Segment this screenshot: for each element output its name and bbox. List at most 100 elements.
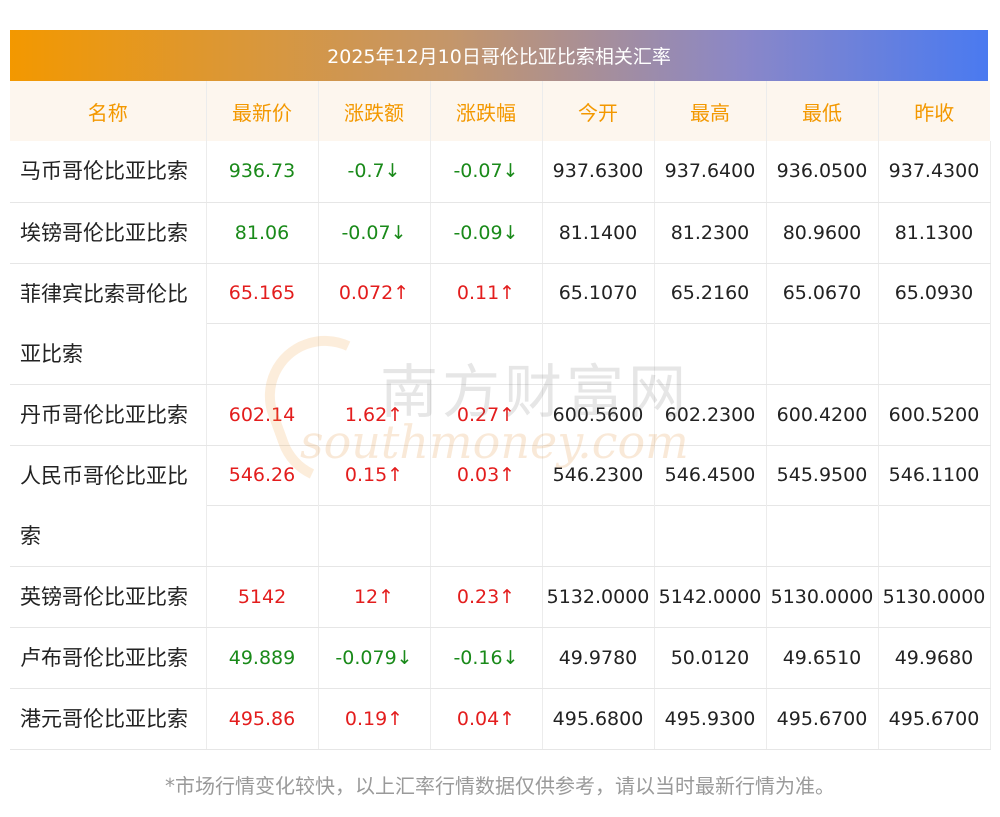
currency-pair-name: 英镑哥伦比亚比索 bbox=[10, 566, 207, 628]
latest-price-cell: 495.86 bbox=[206, 688, 319, 750]
high-price-cell: 546.4500 bbox=[654, 445, 767, 567]
high-price-cell: 50.0120 bbox=[654, 627, 767, 689]
change-amount-cell: 1.62↑ bbox=[318, 384, 431, 446]
change-amount: 12↑ bbox=[353, 585, 395, 608]
low-price-cell: 600.4200 bbox=[766, 384, 879, 446]
low-price: 5130.0000 bbox=[770, 585, 874, 608]
change-pct-cell: 0.23↑ bbox=[430, 566, 543, 628]
high-price-cell: 81.2300 bbox=[654, 202, 767, 264]
open-price-cell: 600.5600 bbox=[542, 384, 655, 446]
high-price: 937.6400 bbox=[664, 160, 756, 183]
open-price: 546.2300 bbox=[542, 446, 654, 506]
latest-price: 5142 bbox=[237, 585, 287, 608]
currency-pair-name: 丹币哥伦比亚比索 bbox=[10, 384, 207, 446]
header-low: 最低 bbox=[766, 81, 879, 141]
footnote: *市场行情变化较快，以上汇率行情数据仅供参考，请以当时最新行情为准。 bbox=[165, 774, 835, 798]
high-price-cell: 602.2300 bbox=[654, 384, 767, 446]
change-amount-cell: -0.7↓ bbox=[318, 141, 431, 203]
latest-price-cell: 65.165 bbox=[206, 263, 319, 385]
change-amount: 0.15↑ bbox=[318, 446, 430, 506]
open-price: 65.1070 bbox=[542, 264, 654, 324]
change-pct: -0.09↓ bbox=[453, 221, 519, 244]
low-price: 936.0500 bbox=[776, 160, 868, 183]
open-price-cell: 546.2300 bbox=[542, 445, 655, 567]
open-price-cell: 495.6800 bbox=[542, 688, 655, 750]
prev-close-cell: 49.9680 bbox=[878, 627, 991, 689]
open-price: 937.6300 bbox=[552, 160, 644, 183]
low-price-cell: 65.0670 bbox=[766, 263, 879, 385]
table-row: 菲律宾比索哥伦比亚比索 65.165 0.072↑ 0.11↑ 65.1070 65.21… bbox=[10, 263, 991, 385]
table-title: 2025年12月10日哥伦比亚比索相关汇率 bbox=[10, 30, 988, 81]
header-open: 今开 bbox=[542, 81, 655, 141]
latest-price: 65.165 bbox=[206, 264, 318, 324]
open-price: 49.9780 bbox=[558, 646, 638, 669]
latest-price: 49.889 bbox=[228, 646, 296, 669]
low-price: 80.9600 bbox=[782, 221, 862, 244]
latest-price: 81.06 bbox=[234, 221, 290, 244]
latest-price-cell: 81.06 bbox=[206, 202, 319, 264]
latest-price-cell: 936.73 bbox=[206, 141, 319, 203]
prev-close-cell: 81.1300 bbox=[878, 202, 991, 264]
currency-pair-name: 菲律宾比索哥伦比亚比索 bbox=[10, 263, 207, 385]
prev-close: 495.6700 bbox=[888, 707, 980, 730]
high-price: 5142.0000 bbox=[658, 585, 762, 608]
change-amount-cell: 12↑ bbox=[318, 566, 431, 628]
low-price-cell: 545.9500 bbox=[766, 445, 879, 567]
header-name: 名称 bbox=[10, 81, 207, 141]
high-price: 65.2160 bbox=[654, 264, 766, 324]
low-price-cell: 495.6700 bbox=[766, 688, 879, 750]
open-price-cell: 937.6300 bbox=[542, 141, 655, 203]
open-price-cell: 5132.0000 bbox=[542, 566, 655, 628]
change-pct: 0.23↑ bbox=[456, 585, 516, 608]
prev-close: 5130.0000 bbox=[882, 585, 986, 608]
latest-price: 936.73 bbox=[228, 160, 296, 183]
rate-table-container: 2025年12月10日哥伦比亚比索相关汇率 名称 最新价 涨跌额 涨跌幅 今开 … bbox=[10, 30, 991, 750]
rate-table: 名称 最新价 涨跌额 涨跌幅 今开 最高 最低 昨收 马币哥伦比亚比索 936.7… bbox=[10, 81, 991, 750]
low-price: 600.4200 bbox=[776, 403, 868, 426]
prev-close-cell: 5130.0000 bbox=[878, 566, 991, 628]
change-pct-cell: -0.16↓ bbox=[430, 627, 543, 689]
prev-close: 49.9680 bbox=[894, 646, 974, 669]
prev-close-cell: 65.0930 bbox=[878, 263, 991, 385]
change-pct-cell: 0.11↑ bbox=[430, 263, 543, 385]
change-amount-cell: 0.072↑ bbox=[318, 263, 431, 385]
latest-price-cell: 602.14 bbox=[206, 384, 319, 446]
open-price: 600.5600 bbox=[552, 403, 644, 426]
change-amount-cell: -0.07↓ bbox=[318, 202, 431, 264]
change-pct-cell: -0.09↓ bbox=[430, 202, 543, 264]
open-price: 81.1400 bbox=[558, 221, 638, 244]
header-prev: 昨收 bbox=[878, 81, 990, 141]
high-price-cell: 937.6400 bbox=[654, 141, 767, 203]
table-row: 丹币哥伦比亚比索 602.14 1.62↑ 0.27↑ 600.5600 602.2300… bbox=[10, 384, 991, 446]
low-price-cell: 936.0500 bbox=[766, 141, 879, 203]
change-amount-cell: 0.15↑ bbox=[318, 445, 431, 567]
header-change: 涨跌额 bbox=[318, 81, 431, 141]
prev-close: 546.1100 bbox=[878, 446, 990, 506]
latest-price: 602.14 bbox=[228, 403, 296, 426]
change-amount: -0.07↓ bbox=[341, 221, 407, 244]
currency-pair-name: 马币哥伦比亚比索 bbox=[10, 141, 207, 203]
latest-price: 495.86 bbox=[228, 707, 296, 730]
change-amount: -0.7↓ bbox=[347, 160, 401, 183]
header-latest: 最新价 bbox=[206, 81, 319, 141]
table-row: 卢布哥伦比亚比索 49.889 -0.079↓ -0.16↓ 49.9780 50.012… bbox=[10, 627, 991, 689]
high-price: 602.2300 bbox=[664, 403, 756, 426]
table-row: 人民币哥伦比亚比索 546.26 0.15↑ 0.03↑ 546.2300 546.450… bbox=[10, 445, 991, 567]
change-pct: -0.07↓ bbox=[453, 160, 519, 183]
header-row: 名称 最新价 涨跌额 涨跌幅 今开 最高 最低 昨收 bbox=[10, 81, 990, 141]
table-row: 埃镑哥伦比亚比索 81.06 -0.07↓ -0.09↓ 81.1400 81.2300 8… bbox=[10, 202, 991, 264]
low-price: 545.9500 bbox=[766, 446, 878, 506]
high-price-cell: 65.2160 bbox=[654, 263, 767, 385]
change-amount: 0.19↑ bbox=[344, 707, 404, 730]
low-price: 49.6510 bbox=[782, 646, 862, 669]
high-price-cell: 495.9300 bbox=[654, 688, 767, 750]
change-pct-cell: 0.04↑ bbox=[430, 688, 543, 750]
change-pct-cell: 0.27↑ bbox=[430, 384, 543, 446]
change-pct: 0.03↑ bbox=[430, 446, 542, 506]
change-amount: 1.62↑ bbox=[344, 403, 404, 426]
currency-pair-name: 埃镑哥伦比亚比索 bbox=[10, 202, 207, 264]
latest-price-cell: 49.889 bbox=[206, 627, 319, 689]
table-row: 港元哥伦比亚比索 495.86 0.19↑ 0.04↑ 495.6800 495.9300… bbox=[10, 688, 991, 750]
currency-pair-name: 港元哥伦比亚比索 bbox=[10, 688, 207, 750]
currency-pair-name: 人民币哥伦比亚比索 bbox=[10, 445, 207, 567]
